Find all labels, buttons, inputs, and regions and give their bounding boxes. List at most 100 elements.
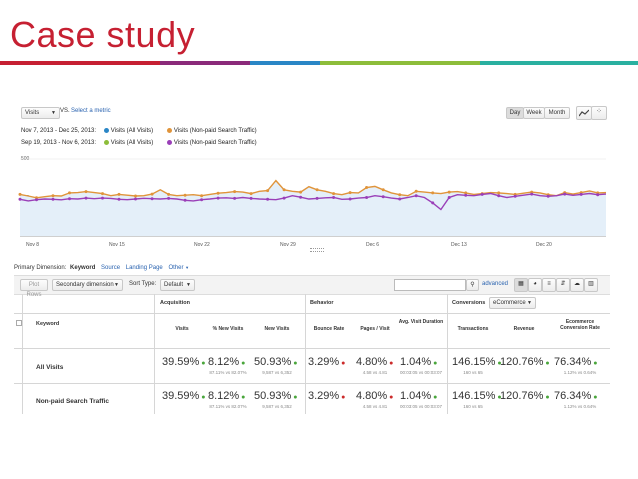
view-compare-button[interactable]: ⇵	[556, 278, 570, 292]
chart-options-button[interactable]: ⁘	[591, 106, 607, 120]
col-keyword[interactable]: Keyword	[36, 321, 60, 327]
metric-select[interactable]: Visits ▼	[21, 107, 60, 119]
column-header[interactable]: Transactions	[457, 326, 489, 332]
data-point[interactable]	[365, 196, 369, 199]
data-point[interactable]	[299, 190, 303, 194]
data-point[interactable]	[249, 196, 253, 200]
secondary-dimension-select[interactable]: Secondary dimension ▼	[52, 279, 123, 291]
data-point[interactable]	[200, 198, 204, 202]
data-point[interactable]	[431, 201, 435, 205]
column-header[interactable]: Avg. Visit Duration	[398, 319, 444, 325]
data-point[interactable]	[315, 196, 319, 200]
data-point[interactable]	[35, 198, 38, 202]
data-point[interactable]	[513, 194, 517, 198]
view-table-button[interactable]: ▦	[514, 278, 528, 292]
data-point[interactable]	[68, 191, 71, 195]
advanced-link[interactable]: advanced	[482, 281, 509, 287]
data-point[interactable]	[150, 197, 154, 201]
table-search-input[interactable]	[394, 279, 466, 291]
select-all-checkbox[interactable]	[16, 320, 22, 326]
data-point[interactable]	[414, 189, 418, 193]
data-point[interactable]	[464, 193, 468, 197]
data-point[interactable]	[414, 194, 418, 198]
week-button[interactable]: Week	[523, 107, 545, 119]
data-point[interactable]	[249, 192, 253, 196]
data-point[interactable]	[266, 189, 270, 193]
data-point[interactable]	[117, 192, 121, 196]
data-point[interactable]	[447, 190, 451, 194]
data-point[interactable]	[563, 192, 567, 196]
chart-type-button[interactable]	[576, 106, 592, 120]
data-point[interactable]	[332, 192, 336, 196]
data-point[interactable]	[84, 190, 88, 194]
data-point[interactable]	[398, 193, 402, 197]
data-point[interactable]	[348, 191, 352, 195]
data-point[interactable]	[398, 197, 402, 201]
dimension-other[interactable]: Other	[168, 265, 184, 271]
data-point[interactable]	[134, 194, 137, 198]
data-point[interactable]	[332, 196, 336, 199]
column-header[interactable]: Pages / Visit	[360, 326, 390, 332]
data-point[interactable]	[84, 196, 88, 200]
view-pie-button[interactable]: ◕	[528, 278, 542, 292]
data-point[interactable]	[381, 195, 385, 199]
data-point[interactable]	[233, 196, 237, 200]
column-header[interactable]: Visits	[175, 326, 189, 332]
conversions-select[interactable]: eCommerce ▼	[489, 297, 536, 309]
data-point[interactable]	[167, 192, 171, 196]
data-point[interactable]	[101, 196, 104, 200]
data-point[interactable]	[381, 188, 385, 192]
view-performance-button[interactable]: ≡	[542, 278, 556, 292]
data-point[interactable]	[18, 197, 22, 201]
dimension-source[interactable]: Source	[101, 265, 121, 271]
data-point[interactable]	[282, 196, 286, 200]
data-point[interactable]	[167, 196, 171, 200]
view-pivot-button[interactable]: ▥	[584, 278, 598, 292]
data-point[interactable]	[365, 186, 369, 189]
data-point[interactable]	[464, 191, 468, 195]
data-point[interactable]	[150, 192, 154, 196]
data-point[interactable]	[480, 192, 484, 196]
data-point[interactable]	[431, 191, 435, 195]
day-button[interactable]: Day	[506, 107, 524, 119]
month-button[interactable]: Month	[544, 107, 570, 119]
data-point[interactable]	[200, 194, 204, 198]
data-point[interactable]	[134, 197, 137, 201]
data-point[interactable]	[51, 197, 55, 201]
data-point[interactable]	[101, 192, 104, 196]
data-point[interactable]	[315, 188, 319, 192]
data-point[interactable]	[117, 197, 121, 201]
data-point[interactable]	[18, 192, 22, 196]
data-point[interactable]	[282, 188, 286, 192]
data-point[interactable]	[348, 197, 352, 201]
data-point[interactable]	[51, 194, 55, 198]
column-header[interactable]: % New Visits	[212, 326, 244, 332]
data-point[interactable]	[216, 191, 220, 195]
data-point[interactable]	[183, 193, 187, 197]
data-point[interactable]	[68, 197, 71, 201]
data-point[interactable]	[183, 198, 187, 202]
dimension-landing-page[interactable]: Landing Page	[125, 265, 163, 271]
column-header[interactable]: Ecommerce Conversion Rate	[560, 319, 600, 331]
data-point[interactable]	[299, 195, 303, 199]
data-point[interactable]	[579, 192, 583, 196]
search-button[interactable]: ⚲	[466, 279, 479, 291]
plot-rows-button[interactable]: Plot Rows	[20, 279, 48, 298]
resize-handle[interactable]	[310, 248, 324, 252]
row-label[interactable]: All Visits	[36, 364, 64, 371]
data-point[interactable]	[530, 192, 534, 196]
data-point[interactable]	[546, 194, 550, 198]
dimension-keyword[interactable]: Keyword	[70, 265, 96, 271]
view-term-cloud-button[interactable]: ☁	[570, 278, 584, 292]
data-point[interactable]	[266, 197, 270, 201]
select-metric-link[interactable]: Select a metric	[71, 108, 111, 114]
data-point[interactable]	[596, 193, 600, 197]
column-header[interactable]: New Visits	[264, 326, 290, 332]
data-point[interactable]	[497, 191, 501, 195]
row-label[interactable]: Non-paid Search Traffic	[36, 398, 109, 405]
data-point[interactable]	[233, 190, 237, 194]
data-point[interactable]	[447, 196, 451, 199]
data-point[interactable]	[216, 196, 220, 200]
column-header[interactable]: Bounce Rate	[313, 326, 345, 332]
column-header[interactable]: Revenue	[513, 326, 535, 332]
